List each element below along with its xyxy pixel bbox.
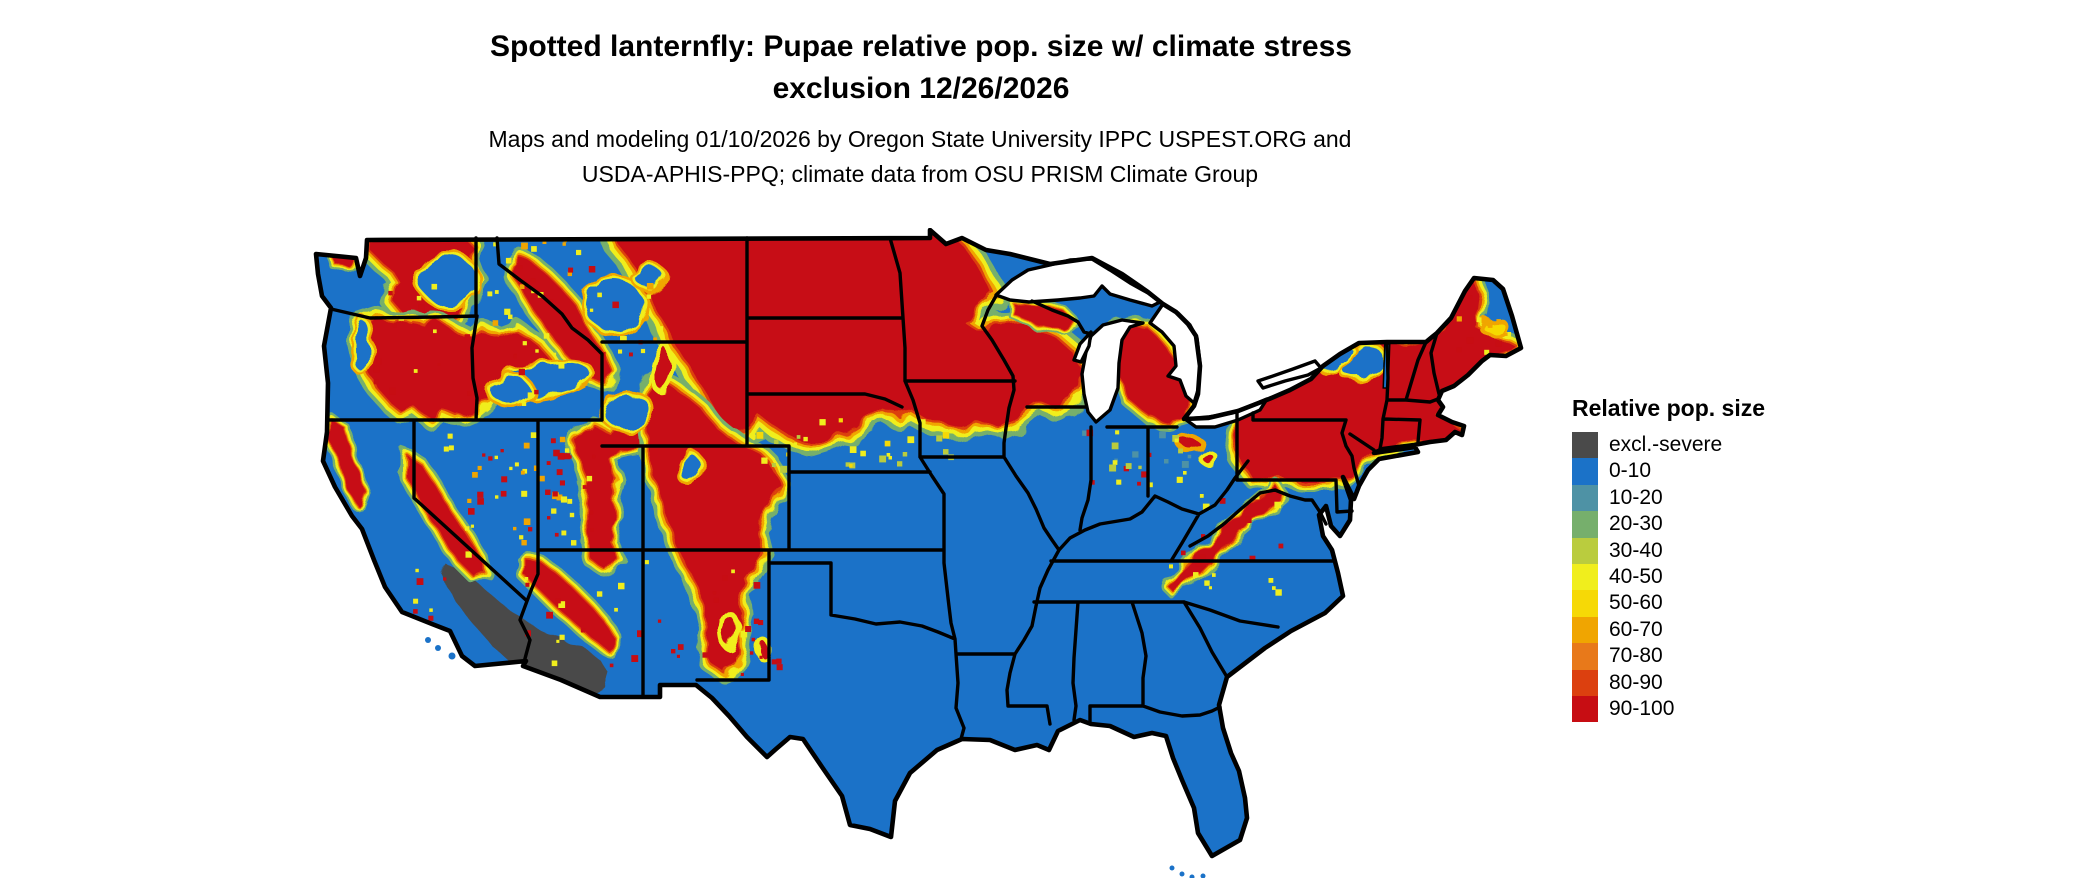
islands [425,637,1206,878]
ne-ohio-red-1 [1176,432,1204,454]
green-bay [1072,330,1093,364]
legend-item: 20-30 [1572,511,1765,538]
bighorn-red [648,343,676,393]
legend-swatch [1572,695,1598,723]
wtx-davis-red [754,636,770,660]
legend-item-label: 60-70 [1609,617,1663,641]
lake-michigan [1080,318,1145,424]
legend-swatch [1572,669,1598,696]
map-title: Spotted lanternfly: Pupae relative pop. … [490,26,1352,110]
legend-item-label: 50-60 [1609,591,1663,615]
legend-swatch [1572,643,1598,670]
legend-item-label: 30-40 [1609,538,1663,562]
great-lakes [994,257,1323,429]
legend-item-label: excl.-severe [1609,433,1723,456]
legend-item: 50-60 [1572,590,1765,617]
legend-swatch [1572,458,1598,485]
us-choropleth-map [310,228,1530,878]
map-subtitle-line2: USDA-APHIS-PPQ; climate data from OSU PR… [581,161,1259,187]
map-subtitle-line1: Maps and modeling 01/10/2026 by Oregon S… [488,126,1352,152]
raster-speckles [373,231,1520,676]
legend-swatch [1572,484,1598,512]
lake-ontario [1256,359,1323,390]
legend-swatch [1572,511,1598,538]
map-title-line1: Spotted lanternfly: Pupae relative pop. … [490,30,1352,63]
legend-item: 60-70 [1572,616,1765,644]
legend-swatch [1572,432,1598,459]
legend-item-label: 80-90 [1609,670,1663,694]
map-title-line2: exclusion 12/26/2026 [772,72,1070,105]
legend-item-label: 10-20 [1609,485,1663,509]
legend-item: 40-50 [1572,563,1765,591]
legend-item: 90-100 [1572,695,1765,723]
legend-item: 30-40 [1572,537,1765,564]
legend-swatch [1572,616,1598,644]
legend: Relative pop. size excl.-severe 0-10 10-20… [1572,395,1766,723]
us-map-svg [313,228,1524,878]
legend-swatch [1572,590,1598,617]
nm-sacramento-red [719,611,741,653]
legend-item-label: 90-100 [1609,696,1675,720]
legend-swatch [1572,537,1598,564]
legend-item-label: 40-50 [1609,564,1663,588]
us-outline [313,228,1524,859]
legend-swatch [1572,563,1598,591]
legend-item: 10-20 [1572,484,1765,512]
legend-item-label: 20-30 [1609,512,1663,536]
legend-item-label: 70-80 [1609,644,1663,668]
legend-item: 70-80 [1572,643,1765,670]
legend-item: 0-10 [1572,458,1765,485]
ne-ohio-red-2 [1198,450,1218,466]
legend-items: excl.-severe 0-10 10-20 20-30 30-40 40-50 50-6… [1572,432,1765,723]
state-borders [325,236,1441,741]
legend-title: Relative pop. size [1572,395,1766,421]
map-subtitle: Maps and modeling 01/10/2026 by Oregon S… [489,122,1352,192]
maine-yellow-patch [1478,316,1508,336]
legend-item-label: 0-10 [1609,459,1652,483]
legend-item: excl.-severe [1572,432,1765,459]
legend-item: 80-90 [1572,669,1765,696]
